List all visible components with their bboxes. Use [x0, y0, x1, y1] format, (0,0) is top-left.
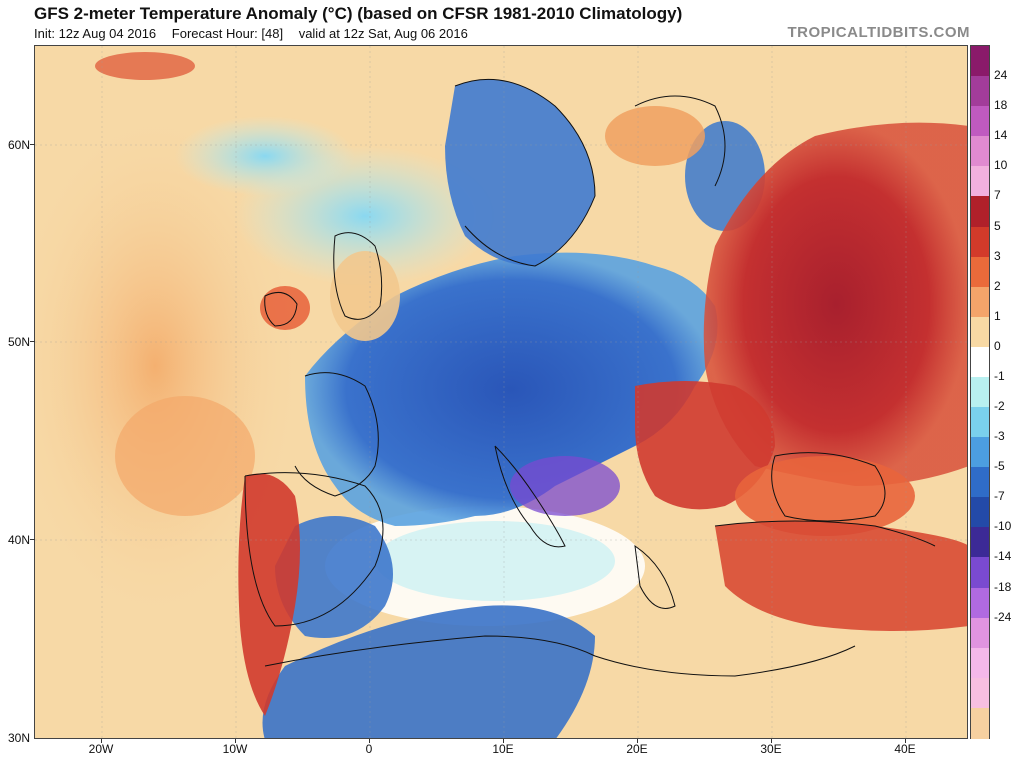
colorbar-segment [971, 316, 989, 348]
lon-tick-0 [369, 739, 370, 743]
colorbar-segment [971, 286, 989, 318]
ireland-warm-anomaly [260, 286, 310, 330]
colorbar-label: -14 [994, 549, 1012, 564]
lat-tick-50n [30, 341, 35, 342]
colorbar-segment [971, 707, 989, 739]
sweden-warm-anomaly [605, 106, 705, 166]
valid-time: valid at 12z Sat, Aug 06 2016 [298, 26, 468, 41]
colorbar-segment [971, 437, 989, 469]
colorbar-segment [971, 407, 989, 439]
britain-mild-anomaly [330, 251, 400, 341]
romania-warm-anomaly [635, 381, 775, 510]
colorbar-segment [971, 226, 989, 258]
colorbar-label: -1 [994, 368, 1005, 383]
colorbar-segment [971, 647, 989, 679]
colorbar-label: 1 [994, 308, 1001, 323]
map-subtitle: Init: 12z Aug 04 2016 Forecast Hour: [48… [34, 26, 480, 41]
lon-label-20e: 20E [626, 742, 648, 756]
lon-tick-30e [771, 739, 772, 743]
colorbar-label: 3 [994, 248, 1001, 263]
colorbar-label: -7 [994, 489, 1005, 504]
lon-tick-20w [101, 739, 102, 743]
coastlines [244, 78, 936, 677]
init-time: Init: 12z Aug 04 2016 [34, 26, 157, 41]
central-europe-cold-anomaly [305, 252, 718, 526]
map-canvas [35, 46, 967, 738]
colorbar-label: 14 [994, 128, 1008, 143]
lon-label-30e: 30E [760, 742, 782, 756]
colorbar-segment [971, 256, 989, 288]
colorbar-segment [971, 376, 989, 408]
colorbar-segment [971, 136, 989, 168]
colorbar-segment [971, 76, 989, 108]
lat-label-50n: 50N [7, 335, 30, 349]
lon-tick-40e [905, 739, 906, 743]
lat-tick-60n [30, 144, 35, 145]
forecast-hour: Forecast Hour: [48] [171, 26, 284, 41]
lon-tick-20e [637, 739, 638, 743]
lon-label-40e: 40E [894, 742, 916, 756]
colorbar-label: -2 [994, 399, 1005, 414]
colorbar-segment [971, 617, 989, 649]
iceland-warm-anomaly [95, 52, 195, 80]
lat-label-30n: 30N [7, 731, 30, 745]
north-africa-cold-anomaly [262, 605, 595, 738]
lon-tick-10e [503, 739, 504, 743]
brand-watermark: TROPICALTIDBITS.COM [787, 24, 970, 41]
turkey-warm-anomaly [715, 521, 967, 631]
colorbar-label: -24 [994, 609, 1012, 624]
colorbar-segment [971, 196, 989, 228]
scandinavia-cold-anomaly [445, 79, 595, 266]
colorbar-segment [971, 106, 989, 138]
north-atlantic-cool-zone [175, 116, 355, 196]
portugal-warm-anomaly [238, 473, 300, 716]
iberia-cold-anomaly [275, 516, 393, 638]
colorbar-label: 10 [994, 158, 1008, 173]
colorbar-segment [971, 346, 989, 378]
lon-label-10w: 10W [222, 742, 248, 756]
lon-label-20w: 20W [88, 742, 114, 756]
colorbar-label: 7 [994, 188, 1001, 203]
colorbar-label: -10 [994, 519, 1012, 534]
lon-label-10e: 10E [492, 742, 514, 756]
eastern-europe-warm-anomaly [703, 122, 967, 486]
colorbar-label: -5 [994, 459, 1005, 474]
colorbar-segment [971, 587, 989, 619]
colorbar-label: 18 [994, 98, 1008, 113]
colorbar-segment [971, 677, 989, 709]
colorbar-label: 2 [994, 278, 1001, 293]
colorbar [970, 45, 990, 739]
lat-tick-40n [30, 539, 35, 540]
colorbar-label: -3 [994, 429, 1005, 444]
lat-label-40n: 40N [7, 533, 30, 547]
colorbar-segment [971, 467, 989, 499]
colorbar-segment [971, 166, 989, 198]
map-title: GFS 2-meter Temperature Anomaly (°C) (ba… [34, 4, 683, 23]
colorbar-label: 5 [994, 218, 1001, 233]
atlantic-warm-core [115, 396, 255, 516]
mediterranean-cool-zone [375, 521, 615, 601]
colorbar-label: 24 [994, 68, 1008, 83]
colorbar-label: 0 [994, 338, 1001, 353]
colorbar-segment [971, 527, 989, 559]
atlantic-warm-zone [35, 106, 305, 626]
balkan-strong-cold [510, 456, 620, 516]
lon-label-0: 0 [365, 742, 373, 756]
colorbar-segment [971, 46, 989, 77]
colorbar-label: -18 [994, 579, 1012, 594]
colorbar-segment [971, 497, 989, 529]
colorbar-segment [971, 557, 989, 589]
anomaly-map [34, 45, 968, 739]
black-sea-warm-anomaly [735, 456, 915, 536]
lon-tick-10w [235, 739, 236, 743]
graticule [35, 46, 967, 738]
lat-label-60n: 60N [7, 138, 30, 152]
